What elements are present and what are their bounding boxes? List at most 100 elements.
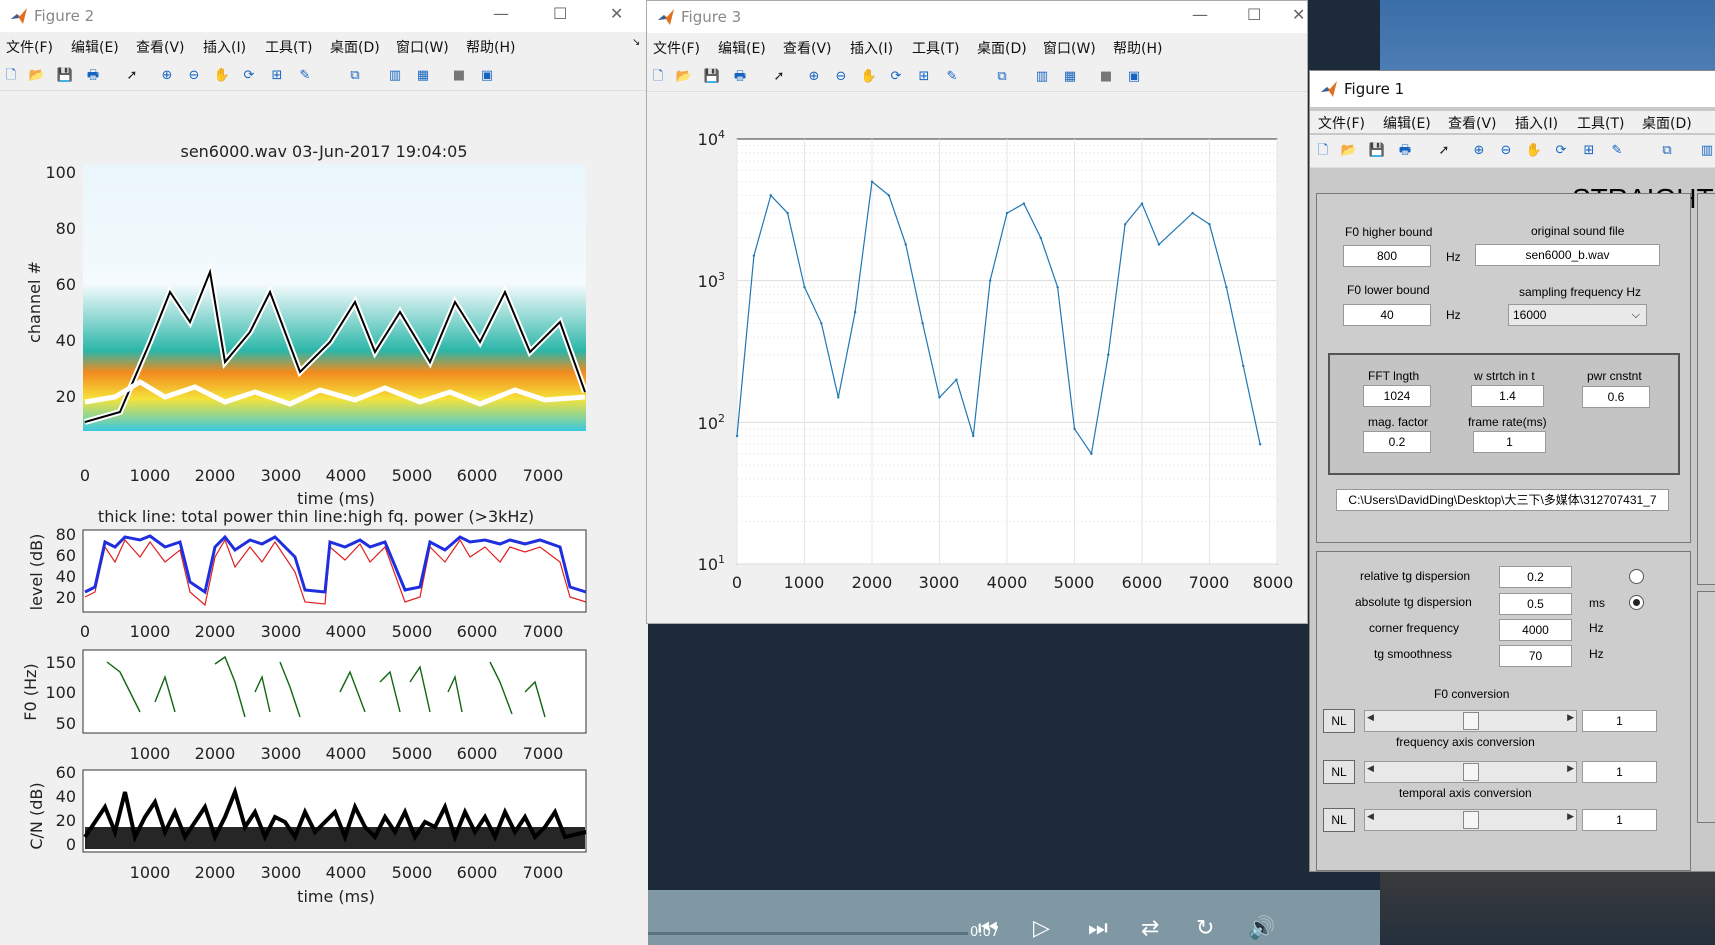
slider-left-icon[interactable]: ◀ <box>1367 812 1374 822</box>
menu-view[interactable]: 查看(V) <box>1448 116 1497 132</box>
original-file-input[interactable]: sen6000_b.wav <box>1475 244 1660 266</box>
menu-view[interactable]: 查看(V) <box>136 40 185 56</box>
datacursor-icon[interactable]: ⊞ <box>918 69 930 84</box>
save-icon[interactable]: 💾 <box>1368 143 1386 158</box>
link-plot-icon[interactable]: ⧉ <box>350 68 360 83</box>
nl-button[interactable]: NL <box>1323 760 1355 784</box>
f0-high-input[interactable]: 800 <box>1343 245 1431 267</box>
menu-edit[interactable]: 编辑(E) <box>1383 116 1431 132</box>
corner-frequency-input[interactable]: 4000 <box>1499 619 1572 641</box>
temporal-axis-conversion-slider[interactable]: ◀ ▶ <box>1364 809 1577 831</box>
close-icon[interactable]: ✕ <box>1292 5 1306 24</box>
absolute-tg-input[interactable]: 0.5 <box>1499 593 1572 615</box>
show-plot-tools-icon[interactable]: ▣ <box>480 68 494 83</box>
legend-icon[interactable]: ▦ <box>1063 69 1077 84</box>
open-file-icon[interactable]: 📂 <box>675 69 693 84</box>
menu-window[interactable]: 窗口(W) <box>1043 41 1096 57</box>
freq-axis-conversion-input[interactable]: 1 <box>1582 761 1657 783</box>
freq-axis-conversion-slider[interactable]: ◀ ▶ <box>1364 761 1577 783</box>
tg-smoothness-input[interactable]: 70 <box>1499 645 1572 667</box>
slider-left-icon[interactable]: ◀ <box>1367 713 1374 723</box>
minimize-icon[interactable]: — <box>493 4 509 23</box>
zoom-out-icon[interactable]: ⊖ <box>835 69 847 84</box>
zoom-in-icon[interactable]: ⊕ <box>808 69 820 84</box>
frame-rate-input[interactable]: 1 <box>1473 431 1546 453</box>
new-figure-icon[interactable]: 🗋 <box>5 68 17 83</box>
previous-icon[interactable]: ⏮ <box>978 916 998 941</box>
relative-tg-input[interactable]: 0.2 <box>1499 566 1572 588</box>
volume-icon[interactable]: 🔊 <box>1248 916 1276 941</box>
new-figure-icon[interactable]: 🗋 <box>652 69 664 84</box>
maximize-icon[interactable]: ☐ <box>1247 5 1262 24</box>
slider-left-icon[interactable]: ◀ <box>1367 764 1374 774</box>
w-stretch-input[interactable]: 1.4 <box>1471 385 1544 407</box>
zoom-in-icon[interactable]: ⊕ <box>1473 143 1485 158</box>
menu-desktop[interactable]: 桌面(D) <box>330 40 380 56</box>
colorbar-icon[interactable]: ▥ <box>388 68 402 83</box>
menu-help[interactable]: 帮助(H) <box>1113 41 1163 57</box>
menu-insert[interactable]: 插入(I) <box>203 40 247 56</box>
nl-button[interactable]: NL <box>1323 808 1355 832</box>
mag-factor-input[interactable]: 0.2 <box>1363 431 1431 453</box>
hide-plot-tools-icon[interactable]: ■ <box>452 68 466 83</box>
menu-edit[interactable]: 编辑(E) <box>718 41 766 57</box>
menu-file[interactable]: 文件(F) <box>6 40 53 56</box>
menu-tools[interactable]: 工具(T) <box>265 40 313 56</box>
pan-icon[interactable]: ✋ <box>1525 143 1543 158</box>
link-plot-icon[interactable]: ⧉ <box>997 69 1007 84</box>
menu-help[interactable]: 帮助(H) <box>466 40 516 56</box>
print-icon[interactable]: 🖶 <box>1398 143 1412 158</box>
absolute-radio[interactable] <box>1629 595 1644 610</box>
menu-edit[interactable]: 编辑(E) <box>71 40 119 56</box>
f0-low-input[interactable]: 40 <box>1343 304 1431 326</box>
slider-right-icon[interactable]: ▶ <box>1567 713 1574 723</box>
nl-button[interactable]: NL <box>1323 709 1355 733</box>
menu-insert[interactable]: 插入(I) <box>850 41 894 57</box>
menu-insert[interactable]: 插入(I) <box>1515 116 1559 132</box>
close-icon[interactable]: ✕ <box>610 4 624 23</box>
link-plot-icon[interactable]: ⧉ <box>1662 143 1672 158</box>
pointer-icon[interactable]: ➚ <box>126 68 138 83</box>
datacursor-icon[interactable]: ⊞ <box>1583 143 1595 158</box>
menu-file[interactable]: 文件(F) <box>1318 116 1365 132</box>
save-icon[interactable]: 💾 <box>703 69 721 84</box>
legend-icon[interactable]: ▦ <box>416 68 430 83</box>
brush-icon[interactable]: ✎ <box>299 68 311 83</box>
colorbar-icon[interactable]: ▥ <box>1035 69 1049 84</box>
menu-desktop[interactable]: 桌面(D) <box>1642 116 1692 132</box>
menu-window[interactable]: 窗口(W) <box>396 40 449 56</box>
pwr-constant-input[interactable]: 0.6 <box>1582 386 1650 408</box>
zoom-out-icon[interactable]: ⊖ <box>188 68 200 83</box>
pan-icon[interactable]: ✋ <box>860 69 878 84</box>
minimize-icon[interactable]: — <box>1192 5 1208 24</box>
menu-tools[interactable]: 工具(T) <box>1577 116 1625 132</box>
shuffle-icon[interactable]: ⇄ <box>1141 916 1160 941</box>
save-icon[interactable]: 💾 <box>56 68 74 83</box>
menu-tools[interactable]: 工具(T) <box>912 41 960 57</box>
play-icon[interactable]: ▷ <box>1033 916 1050 941</box>
slider-thumb[interactable] <box>1463 712 1479 730</box>
hide-plot-tools-icon[interactable]: ■ <box>1099 69 1113 84</box>
brush-icon[interactable]: ✎ <box>946 69 958 84</box>
maximize-icon[interactable]: ☐ <box>553 4 568 23</box>
menu-file[interactable]: 文件(F) <box>653 41 700 57</box>
colorbar-icon[interactable]: ▥ <box>1700 143 1714 158</box>
zoom-out-icon[interactable]: ⊖ <box>1500 143 1512 158</box>
slider-right-icon[interactable]: ▶ <box>1567 764 1574 774</box>
relative-radio[interactable] <box>1629 569 1644 584</box>
file-path-field[interactable]: C:\Users\DavidDing\Desktop\大三下\多媒体\31270… <box>1336 489 1669 511</box>
rotate-icon[interactable]: ⟳ <box>1555 143 1567 158</box>
brush-icon[interactable]: ✎ <box>1611 143 1623 158</box>
zoom-in-icon[interactable]: ⊕ <box>161 68 173 83</box>
print-icon[interactable]: 🖶 <box>86 68 100 83</box>
show-plot-tools-icon[interactable]: ▣ <box>1127 69 1141 84</box>
pan-icon[interactable]: ✋ <box>213 68 231 83</box>
next-icon[interactable]: ⏭ <box>1088 916 1108 941</box>
repeat-icon[interactable]: ↻ <box>1196 916 1215 941</box>
open-file-icon[interactable]: 📂 <box>28 68 46 83</box>
f0-conversion-input[interactable]: 1 <box>1582 710 1657 732</box>
temporal-axis-conversion-input[interactable]: 1 <box>1582 809 1657 831</box>
slider-thumb[interactable] <box>1463 811 1479 829</box>
open-file-icon[interactable]: 📂 <box>1340 143 1358 158</box>
progress-track[interactable] <box>648 932 968 935</box>
